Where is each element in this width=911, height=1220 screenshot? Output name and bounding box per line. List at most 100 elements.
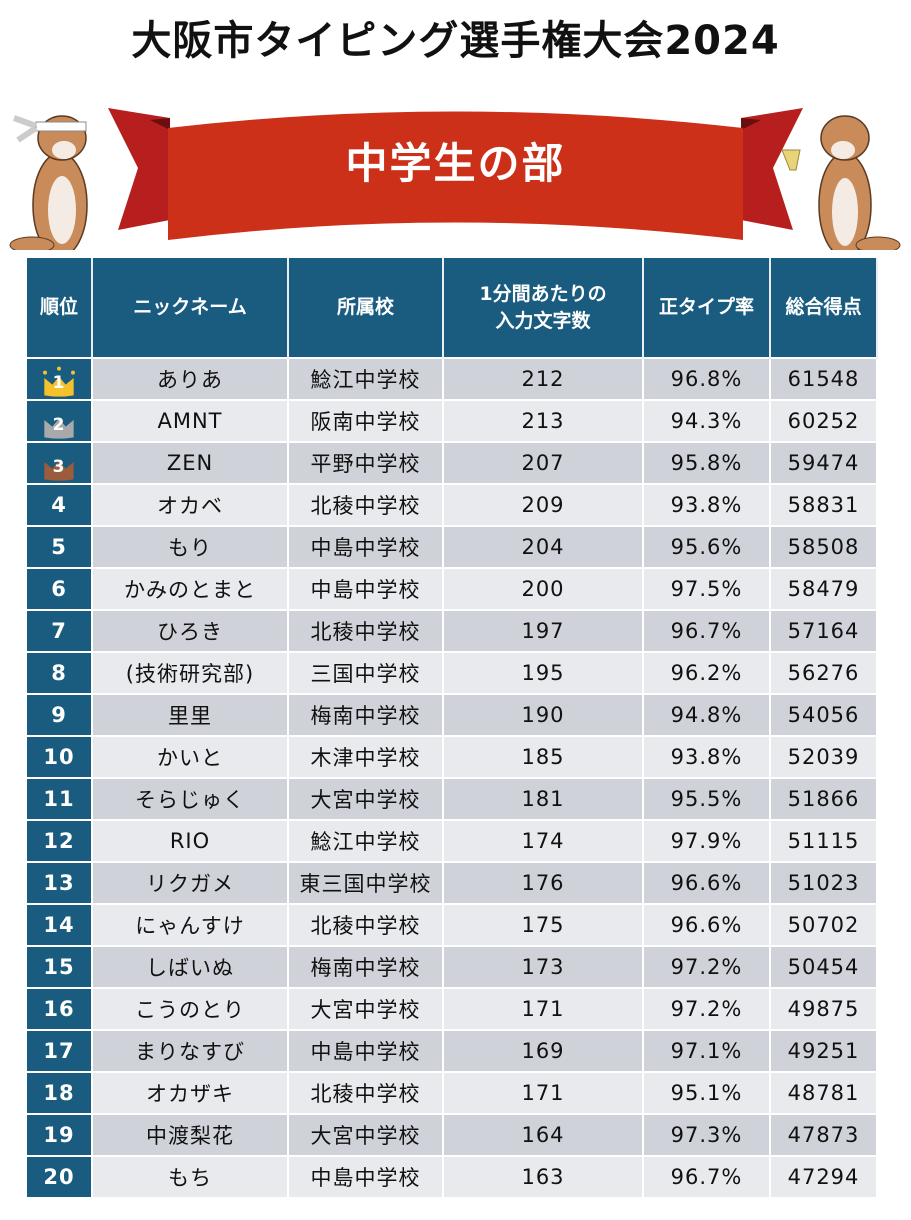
- page-title: 大阪市タイピング選手権大会2024: [131, 18, 780, 64]
- school-cell: 梅南中学校: [288, 693, 444, 736]
- header-rank: 順位: [27, 258, 93, 358]
- accuracy-cell: 93.8%: [643, 483, 771, 526]
- accuracy-cell: 97.3%: [643, 1113, 771, 1156]
- score-cell: 47873: [770, 1113, 878, 1156]
- otter-right-illustration: [781, 115, 901, 250]
- rank-cell: 10: [27, 735, 93, 778]
- cpm-cell: 213: [443, 399, 644, 442]
- cpm-cell: 173: [443, 945, 644, 988]
- accuracy-cell: 94.3%: [643, 399, 771, 442]
- accuracy-cell: 96.6%: [643, 861, 771, 904]
- rank-cell: 6: [27, 567, 93, 610]
- nickname-cell: もり: [92, 525, 289, 568]
- nickname-cell: こうのとり: [92, 987, 289, 1030]
- cpm-cell: 169: [443, 1029, 644, 1072]
- accuracy-cell: 95.1%: [643, 1071, 771, 1114]
- accuracy-cell: 96.6%: [643, 903, 771, 946]
- rank-cell: 11: [27, 777, 93, 820]
- school-cell: 阪南中学校: [288, 399, 444, 442]
- nickname-cell: しばいぬ: [92, 945, 289, 988]
- bronze-crown-icon: 3: [33, 450, 85, 481]
- header-cpm-line2: 入力文字数: [495, 309, 591, 332]
- cpm-cell: 209: [443, 483, 644, 526]
- cpm-cell: 174: [443, 819, 644, 862]
- school-cell: 東三国中学校: [288, 861, 444, 904]
- nickname-cell: もち: [92, 1155, 289, 1197]
- accuracy-cell: 96.8%: [643, 357, 771, 400]
- nickname-cell: まりなすび: [92, 1029, 289, 1072]
- table-row: 16 こうのとり 大宮中学校 171 97.2% 49875: [27, 987, 878, 1030]
- nickname-cell: 中渡梨花: [92, 1113, 289, 1156]
- rank-cell: 3: [27, 441, 93, 484]
- school-cell: 木津中学校: [288, 735, 444, 778]
- score-cell: 58508: [770, 525, 878, 568]
- table-row: 13 リクガメ 東三国中学校 176 96.6% 51023: [27, 861, 878, 904]
- accuracy-cell: 96.2%: [643, 651, 771, 694]
- division-title: 中学生の部: [345, 139, 566, 188]
- accuracy-cell: 97.9%: [643, 819, 771, 862]
- header-score: 総合得点: [770, 258, 878, 358]
- cpm-cell: 164: [443, 1113, 644, 1156]
- school-cell: 北稜中学校: [288, 903, 444, 946]
- cpm-cell: 171: [443, 987, 644, 1030]
- score-cell: 50454: [770, 945, 878, 988]
- school-cell: 北稜中学校: [288, 609, 444, 652]
- table-row: 9 里里 梅南中学校 190 94.8% 54056: [27, 693, 878, 736]
- accuracy-cell: 94.8%: [643, 693, 771, 736]
- cpm-cell: 171: [443, 1071, 644, 1114]
- table-row: 20 もち 中島中学校 163 96.7% 47294: [27, 1155, 878, 1197]
- table-row: 1 ありあ 鯰江中学校 212 96.8% 61548: [27, 357, 878, 400]
- nickname-cell: AMNT: [92, 399, 289, 442]
- school-cell: 平野中学校: [288, 441, 444, 484]
- school-cell: 北稜中学校: [288, 1071, 444, 1114]
- rank-cell: 12: [27, 819, 93, 862]
- accuracy-cell: 97.2%: [643, 945, 771, 988]
- school-cell: 中島中学校: [288, 567, 444, 610]
- rank-cell: 2: [27, 399, 93, 442]
- table-row: 19 中渡梨花 大宮中学校 164 97.3% 47873: [27, 1113, 878, 1156]
- table-row: 7 ひろき 北稜中学校 197 96.7% 57164: [27, 609, 878, 652]
- school-cell: 中島中学校: [288, 1155, 444, 1197]
- silver-crown-icon: 2: [33, 408, 85, 439]
- accuracy-cell: 97.1%: [643, 1029, 771, 1072]
- school-cell: 大宮中学校: [288, 1113, 444, 1156]
- nickname-cell: RIO: [92, 819, 289, 862]
- nickname-cell: そらじゅく: [92, 777, 289, 820]
- header-accuracy: 正タイプ率: [643, 258, 771, 358]
- table-row: 18 オカザキ 北稜中学校 171 95.1% 48781: [27, 1071, 878, 1114]
- nickname-cell: かいと: [92, 735, 289, 778]
- ribbon-banner: [9, 108, 901, 250]
- school-cell: 鯰江中学校: [288, 819, 444, 862]
- rank-cell: 13: [27, 861, 93, 904]
- table-row: 5 もり 中島中学校 204 95.6% 58508: [27, 525, 878, 568]
- cpm-cell: 163: [443, 1155, 644, 1197]
- accuracy-cell: 95.8%: [643, 441, 771, 484]
- otter-left-illustration: [9, 115, 88, 250]
- table-row: 11 そらじゅく 大宮中学校 181 95.5% 51866: [27, 777, 878, 820]
- score-cell: 50702: [770, 903, 878, 946]
- rank-number: 3: [52, 457, 66, 477]
- accuracy-cell: 96.7%: [643, 609, 771, 652]
- cpm-cell: 195: [443, 651, 644, 694]
- school-cell: 梅南中学校: [288, 945, 444, 988]
- table-row: 10 かいと 木津中学校 185 93.8% 52039: [27, 735, 878, 778]
- score-cell: 51115: [770, 819, 878, 862]
- rank-cell: 20: [27, 1155, 93, 1197]
- score-cell: 49251: [770, 1029, 878, 1072]
- score-cell: 48781: [770, 1071, 878, 1114]
- table-row: 3 ZEN 平野中学校 207 95.8% 59474: [27, 441, 878, 484]
- rank-cell: 19: [27, 1113, 93, 1156]
- table-row: 4 オカベ 北稜中学校 209 93.8% 58831: [27, 483, 878, 526]
- score-cell: 51866: [770, 777, 878, 820]
- accuracy-cell: 93.8%: [643, 735, 771, 778]
- cpm-cell: 176: [443, 861, 644, 904]
- school-cell: 鯰江中学校: [288, 357, 444, 400]
- nickname-cell: リクガメ: [92, 861, 289, 904]
- gold-crown-icon: 1: [33, 366, 85, 397]
- score-cell: 57164: [770, 609, 878, 652]
- table-row: 14 にゃんすけ 北稜中学校 175 96.6% 50702: [27, 903, 878, 946]
- rank-cell: 18: [27, 1071, 93, 1114]
- table-row: 6 かみのとまと 中島中学校 200 97.5% 58479: [27, 567, 878, 610]
- accuracy-cell: 96.7%: [643, 1155, 771, 1197]
- header-cpm-line1: 1分間あたりの: [479, 282, 607, 305]
